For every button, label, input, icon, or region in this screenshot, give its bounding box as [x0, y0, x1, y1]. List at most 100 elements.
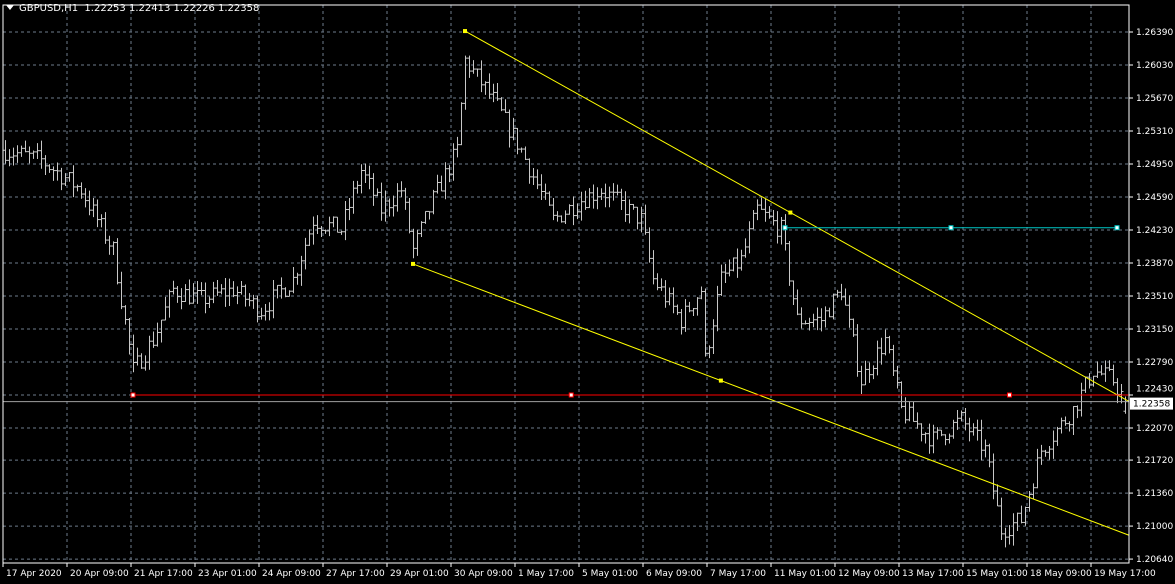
ohlc-bar — [935, 427, 940, 440]
ohlc-bar — [971, 423, 976, 436]
x-tick-label: 15 May 01:00 — [966, 569, 1028, 579]
ohlc-bar — [619, 188, 624, 211]
ohlc-bar — [843, 288, 848, 306]
ohlc-bar — [407, 197, 412, 234]
ohlc-bar — [955, 410, 960, 430]
ohlc-bar — [15, 145, 20, 163]
ohlc-bar — [375, 188, 380, 197]
anchor-point — [411, 261, 415, 266]
ohlc-bar — [931, 424, 936, 454]
ohlc-bar — [483, 81, 488, 95]
ohlc-bar — [267, 302, 272, 321]
ohlc-bar — [783, 214, 788, 251]
ohlc-bar — [923, 432, 928, 444]
ohlc-bar — [995, 484, 1000, 507]
ohlc-bar — [827, 307, 832, 318]
ohlc-bar — [647, 227, 652, 263]
ohlc-bar — [99, 214, 104, 228]
ohlc-bar — [819, 308, 824, 332]
ohlc-bar — [275, 284, 280, 299]
ohlc-bar — [1115, 378, 1120, 404]
ohlc-bar — [259, 307, 264, 320]
ohlc-bar — [239, 281, 244, 295]
x-tick-label: 24 Apr 09:00 — [262, 569, 321, 579]
ohlc-bar — [915, 412, 920, 429]
ohlc-bar — [991, 453, 996, 500]
ohlc-bars — [3, 55, 1128, 548]
ohlc-bar — [395, 183, 400, 212]
ohlc-bar — [387, 198, 392, 217]
ohlc-bar — [503, 99, 508, 114]
ohlc-bar — [967, 417, 972, 442]
ohlc-bar — [423, 210, 428, 224]
ohlc-bar — [1119, 384, 1124, 404]
ohlc-bar — [263, 304, 268, 321]
ohlc-bar — [1079, 382, 1084, 417]
chart-header[interactable]: GBPUSD,H1 1.22253 1.22413 1.22226 1.2235… — [6, 3, 259, 14]
ohlc-bar — [635, 206, 640, 230]
x-tick-label: 13 May 17:00 — [902, 569, 964, 579]
ohlc-bar — [583, 190, 588, 210]
ohlc-bar — [863, 360, 868, 386]
channel-upper-line[interactable] — [464, 30, 1130, 402]
ohlc-bar — [559, 215, 564, 223]
ohlc-bar — [247, 293, 252, 307]
x-tick-label: 12 May 09:00 — [838, 569, 900, 579]
y-tick-label: 1.25310 — [1136, 127, 1173, 137]
ohlc-bar — [215, 279, 220, 296]
ohlc-bar — [255, 295, 260, 323]
ohlc-bar — [163, 296, 168, 321]
ohlc-bar — [95, 199, 100, 228]
ohlc-bar — [763, 198, 768, 222]
dropdown-triangle-icon[interactable] — [6, 5, 14, 10]
ohlc-bar — [607, 186, 612, 208]
x-tick-label: 18 May 09:00 — [1030, 569, 1092, 579]
ohlc-bar — [271, 280, 276, 319]
ohlc-bar — [859, 365, 864, 395]
ohlc-bar — [231, 281, 236, 298]
ohlc-bar — [719, 264, 724, 296]
ohlc-bar — [767, 206, 772, 219]
x-tick-label: 30 Apr 09:00 — [454, 569, 513, 579]
ohlc-bar — [571, 196, 576, 226]
plot-frame — [2, 4, 1130, 564]
ohlc-bar — [1035, 448, 1040, 489]
ohlc-bar — [883, 329, 888, 356]
ohlc-bar — [1083, 376, 1088, 393]
ohlc-bar — [1039, 444, 1044, 465]
x-tick-label: 23 Apr 01:00 — [198, 569, 257, 579]
ohlc-bar — [1055, 426, 1060, 446]
ohlc-bar — [19, 145, 24, 157]
ohlc-bar — [3, 140, 8, 164]
ohlc-bar — [735, 248, 740, 278]
ohlc-bar — [627, 199, 632, 224]
x-tick-label: 11 May 01:00 — [774, 569, 836, 579]
ohlc-bar — [307, 229, 312, 246]
ohlc-bar — [207, 296, 212, 308]
ohlc-bar — [1051, 430, 1056, 459]
ohlc-bar — [123, 305, 128, 325]
ohlc-bar — [799, 307, 804, 329]
ohlc-bar — [419, 221, 424, 237]
ohlc-bar — [847, 295, 852, 328]
ohlc-bar — [447, 165, 452, 183]
ohlc-bar — [731, 257, 736, 272]
ohlc-bar — [879, 337, 884, 365]
ohlc-bar — [691, 308, 696, 317]
ohlc-bar — [303, 237, 308, 270]
y-tick-label: 1.21360 — [1136, 489, 1173, 499]
x-tick-label: 6 May 09:00 — [646, 569, 702, 579]
ohlc-bar — [383, 190, 388, 222]
ohlc-bar — [1087, 373, 1092, 389]
ohlc-bar — [947, 433, 952, 444]
ohlc-bar — [1067, 421, 1072, 432]
ohlc-bar — [343, 200, 348, 241]
ohlc-bar — [707, 345, 712, 359]
channel-lower-line[interactable] — [412, 263, 1130, 536]
y-tick-label: 1.20640 — [1136, 555, 1173, 565]
ohlc-bar — [631, 203, 636, 210]
ohlc-bar — [959, 410, 964, 422]
ohlc-bar — [739, 249, 744, 271]
